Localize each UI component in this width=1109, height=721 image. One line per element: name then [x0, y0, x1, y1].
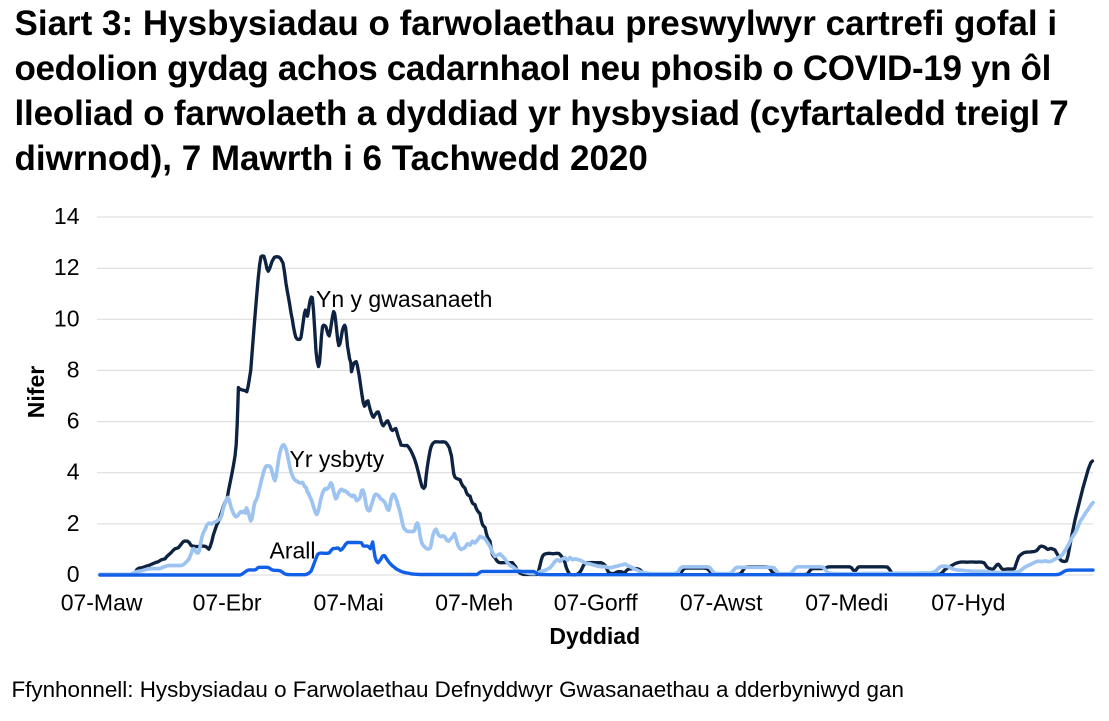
- svg-text:07-Awst: 07-Awst: [680, 590, 763, 616]
- svg-text:07-Gorff: 07-Gorff: [554, 590, 639, 616]
- svg-text:Dyddiad: Dyddiad: [549, 623, 640, 649]
- svg-text:07-Hyd: 07-Hyd: [931, 590, 1005, 616]
- svg-text:07-Meh: 07-Meh: [435, 590, 513, 616]
- svg-text:10: 10: [54, 305, 80, 331]
- svg-text:8: 8: [67, 356, 80, 382]
- svg-text:0: 0: [67, 561, 80, 587]
- svg-text:07-Medi: 07-Medi: [805, 590, 888, 616]
- svg-text:07-Maw: 07-Maw: [61, 590, 143, 616]
- svg-text:07-Ebr: 07-Ebr: [193, 590, 262, 616]
- svg-text:07-Mai: 07-Mai: [313, 590, 383, 616]
- svg-text:12: 12: [54, 254, 80, 280]
- svg-text:Yn y gwasanaeth: Yn y gwasanaeth: [316, 286, 492, 312]
- svg-text:4: 4: [67, 459, 80, 485]
- svg-text:14: 14: [54, 203, 80, 229]
- svg-text:Yr ysbyty: Yr ysbyty: [290, 446, 385, 472]
- svg-text:Nifer: Nifer: [23, 366, 49, 418]
- svg-text:6: 6: [67, 408, 80, 434]
- svg-text:Arall: Arall: [270, 537, 316, 563]
- svg-text:2: 2: [67, 510, 80, 536]
